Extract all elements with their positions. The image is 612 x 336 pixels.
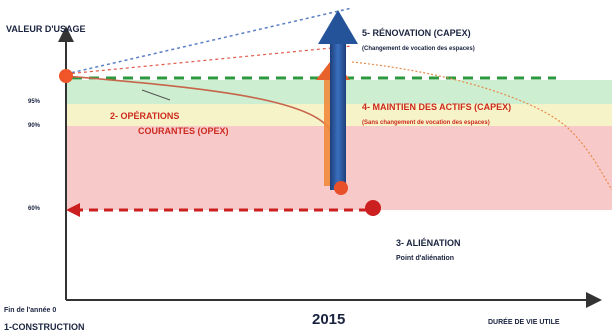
stage-operations-line2: COURANTES (OPEX) <box>138 126 229 136</box>
renovation-potential-line <box>65 7 353 75</box>
stage-renovation-sub: (Changement de vocation des espaces) <box>362 46 475 52</box>
stage-maintien-sub: (Sans changement de vocation des espaces… <box>362 120 490 126</box>
y-axis-title: VALEUR D'USAGE <box>6 24 85 34</box>
alienation-arrow-head <box>66 203 80 217</box>
level-label-60: 60% <box>28 206 41 212</box>
maintenance-potential-line <box>65 45 353 75</box>
decline-curve-after-renovation <box>351 61 612 191</box>
alienation-point <box>365 200 381 216</box>
stage-alienation-sub: Point d'aliénation <box>396 255 454 262</box>
stage-construction: 1-CONSTRUCTION <box>4 322 85 332</box>
x-origin-label: Fin de l'année 0 <box>4 307 56 314</box>
renovation-base-point <box>334 181 348 195</box>
start-point <box>59 69 73 83</box>
stage-maintien-title: 4- MAINTIEN DES ACTIFS (CAPEX) <box>362 102 511 112</box>
renovation-shaft <box>330 40 346 190</box>
stage-operations-line1: 2- OPÉRATIONS <box>110 111 179 121</box>
level-label-90: 90% <box>28 123 41 129</box>
year-label: 2015 <box>312 311 345 328</box>
stage-alienation-title: 3- ALIÉNATION <box>396 238 461 248</box>
stage-renovation-title: 5- RÉNOVATION (CAPEX) <box>362 28 471 38</box>
opex-pointer-line <box>141 89 171 101</box>
renovation-head <box>318 10 358 44</box>
x-axis-title: DURÉE DE VIE UTILE <box>488 317 560 326</box>
level-label-95: 95% <box>28 99 41 105</box>
